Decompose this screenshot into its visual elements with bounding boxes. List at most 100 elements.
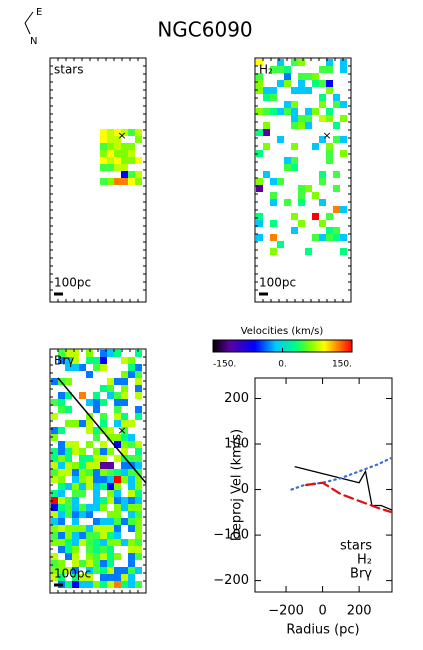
- map-pixel: [100, 448, 107, 455]
- map-pixel: [58, 574, 65, 581]
- map-pixel: [135, 553, 142, 560]
- map-pixel: [128, 490, 135, 497]
- map-pixel: [72, 420, 79, 427]
- map-pixel: [114, 136, 121, 143]
- map-pixel: [58, 462, 65, 469]
- map-pixel: [284, 80, 291, 87]
- map-pixel: [284, 66, 291, 73]
- map-pixel: [305, 73, 312, 80]
- map-pixel: [128, 511, 135, 518]
- map-pixel: [284, 108, 291, 115]
- map-pixel: [100, 420, 107, 427]
- map-pixel: [312, 192, 319, 199]
- map-pixel: [100, 413, 107, 420]
- map-pixel: [114, 378, 121, 385]
- map-pixel: [284, 157, 291, 164]
- map-pixel: [86, 350, 93, 357]
- map-pixel: [128, 483, 135, 490]
- map-pixel: [256, 178, 263, 185]
- map-pixel: [79, 511, 86, 518]
- map-pixel: [65, 553, 72, 560]
- map-pixel: [326, 115, 333, 122]
- map-pixel: [284, 73, 291, 80]
- map-pixel: [277, 241, 284, 248]
- map-pixel: [93, 497, 100, 504]
- map-pixel: [58, 357, 65, 364]
- map-pixel: [333, 206, 340, 213]
- map-pixel: [93, 364, 100, 371]
- map-pixel: [107, 448, 114, 455]
- map-pixel: [326, 66, 333, 73]
- map-pixel: [93, 427, 100, 434]
- map-pixel: [107, 469, 114, 476]
- map-pixel: [121, 539, 128, 546]
- map-pixel: [128, 434, 135, 441]
- map-pixel: [86, 455, 93, 462]
- map-pixel: [270, 192, 277, 199]
- map-pixel: [107, 136, 114, 143]
- map-pixel: [121, 497, 128, 504]
- map-pixel: [86, 553, 93, 560]
- map-pixel: [135, 532, 142, 539]
- map-pixel: [93, 490, 100, 497]
- map-pixel: [291, 115, 298, 122]
- map-pixel: [114, 455, 121, 462]
- map-pixel: [128, 518, 135, 525]
- map-pixel: [114, 178, 121, 185]
- map-pixel: [270, 199, 277, 206]
- map-pixel: [305, 115, 312, 122]
- map-pixel: [114, 413, 121, 420]
- map-pixel: [298, 122, 305, 129]
- map-pixel: [100, 178, 107, 185]
- map-pixel: [256, 234, 263, 241]
- map-pixel: [333, 234, 340, 241]
- map-pixel: [107, 525, 114, 532]
- map-pixel: [121, 129, 128, 136]
- legend-entry: Brγ: [350, 567, 372, 582]
- map-pixel: [333, 101, 340, 108]
- map-pixel: [65, 420, 72, 427]
- map-pixel: [79, 455, 86, 462]
- map-pixel: [65, 511, 72, 518]
- position-marker: ×: [117, 129, 126, 142]
- map-pixel: [121, 392, 128, 399]
- scale-label: 100pc: [259, 276, 296, 290]
- map-pixel: [86, 546, 93, 553]
- map-pixel: [58, 490, 65, 497]
- map-pixel: [100, 129, 107, 136]
- map-pixel: [100, 364, 107, 371]
- map-pixel: [333, 94, 340, 101]
- map-pixel: [326, 108, 333, 115]
- map-pixel: [312, 108, 319, 115]
- map-pixel: [65, 378, 72, 385]
- map-pixel: [312, 234, 319, 241]
- map-pixel: [58, 497, 65, 504]
- map-pixel: [100, 546, 107, 553]
- map-pixel: [107, 476, 114, 483]
- map-pixel: [121, 171, 128, 178]
- map-pixel: [256, 213, 263, 220]
- map-pixel: [277, 136, 284, 143]
- map-pixel: [86, 476, 93, 483]
- map-pixel: [93, 525, 100, 532]
- map-pixel: [319, 80, 326, 87]
- map-pixel: [72, 490, 79, 497]
- map-pixel: [58, 504, 65, 511]
- map-pixel: [72, 511, 79, 518]
- map-pixel: [135, 567, 142, 574]
- map-pixel: [135, 350, 142, 357]
- map-pixel: [270, 234, 277, 241]
- map-pixel: [340, 101, 347, 108]
- map-pixel: [72, 483, 79, 490]
- map-pixel: [121, 357, 128, 364]
- map-pixel: [107, 560, 114, 567]
- map-pixel: [326, 227, 333, 234]
- map-pixel: [100, 143, 107, 150]
- map-pixel: [72, 497, 79, 504]
- map-pixel: [135, 171, 142, 178]
- map-pixel: [72, 539, 79, 546]
- map-pixel: [79, 560, 86, 567]
- map-pixel: [93, 392, 100, 399]
- map-pixel: [114, 518, 121, 525]
- scale-label: 100pc: [54, 567, 91, 581]
